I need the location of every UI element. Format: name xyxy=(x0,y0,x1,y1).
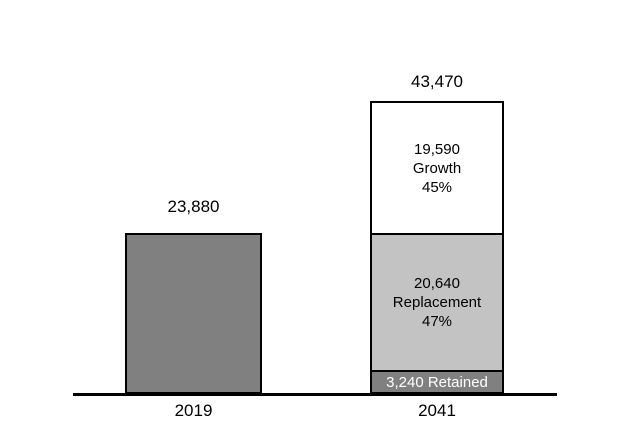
bar-total-label-2019: 23,880 xyxy=(167,197,220,216)
segment-growth-percent: 45% xyxy=(421,178,453,196)
segment-retained: 3,240 Retained xyxy=(372,370,502,392)
segment-replacement-percent: 47% xyxy=(421,313,453,331)
bar-total-label-2041: 43,470 xyxy=(411,72,463,91)
axis-label-2019: 2019 xyxy=(174,401,213,420)
segment-growth-name: Growth xyxy=(412,159,462,177)
segment-growth-value: 19,590 xyxy=(414,140,460,158)
x-axis-line xyxy=(73,393,557,396)
axis-label-2041: 2041 xyxy=(418,401,456,420)
bar-2041: 19,590 Growth 45% 20,640 Replacement 47%… xyxy=(370,101,504,394)
segment-growth: 19,590 Growth 45% xyxy=(372,103,502,234)
segment-replacement-name: Replacement xyxy=(392,294,482,312)
bar-2019 xyxy=(125,233,262,394)
segment-replacement: 20,640 Replacement 47% xyxy=(372,233,502,371)
segment-retained-label: 3,240 Retained xyxy=(386,373,488,391)
segment-replacement-value: 20,640 xyxy=(414,275,460,293)
